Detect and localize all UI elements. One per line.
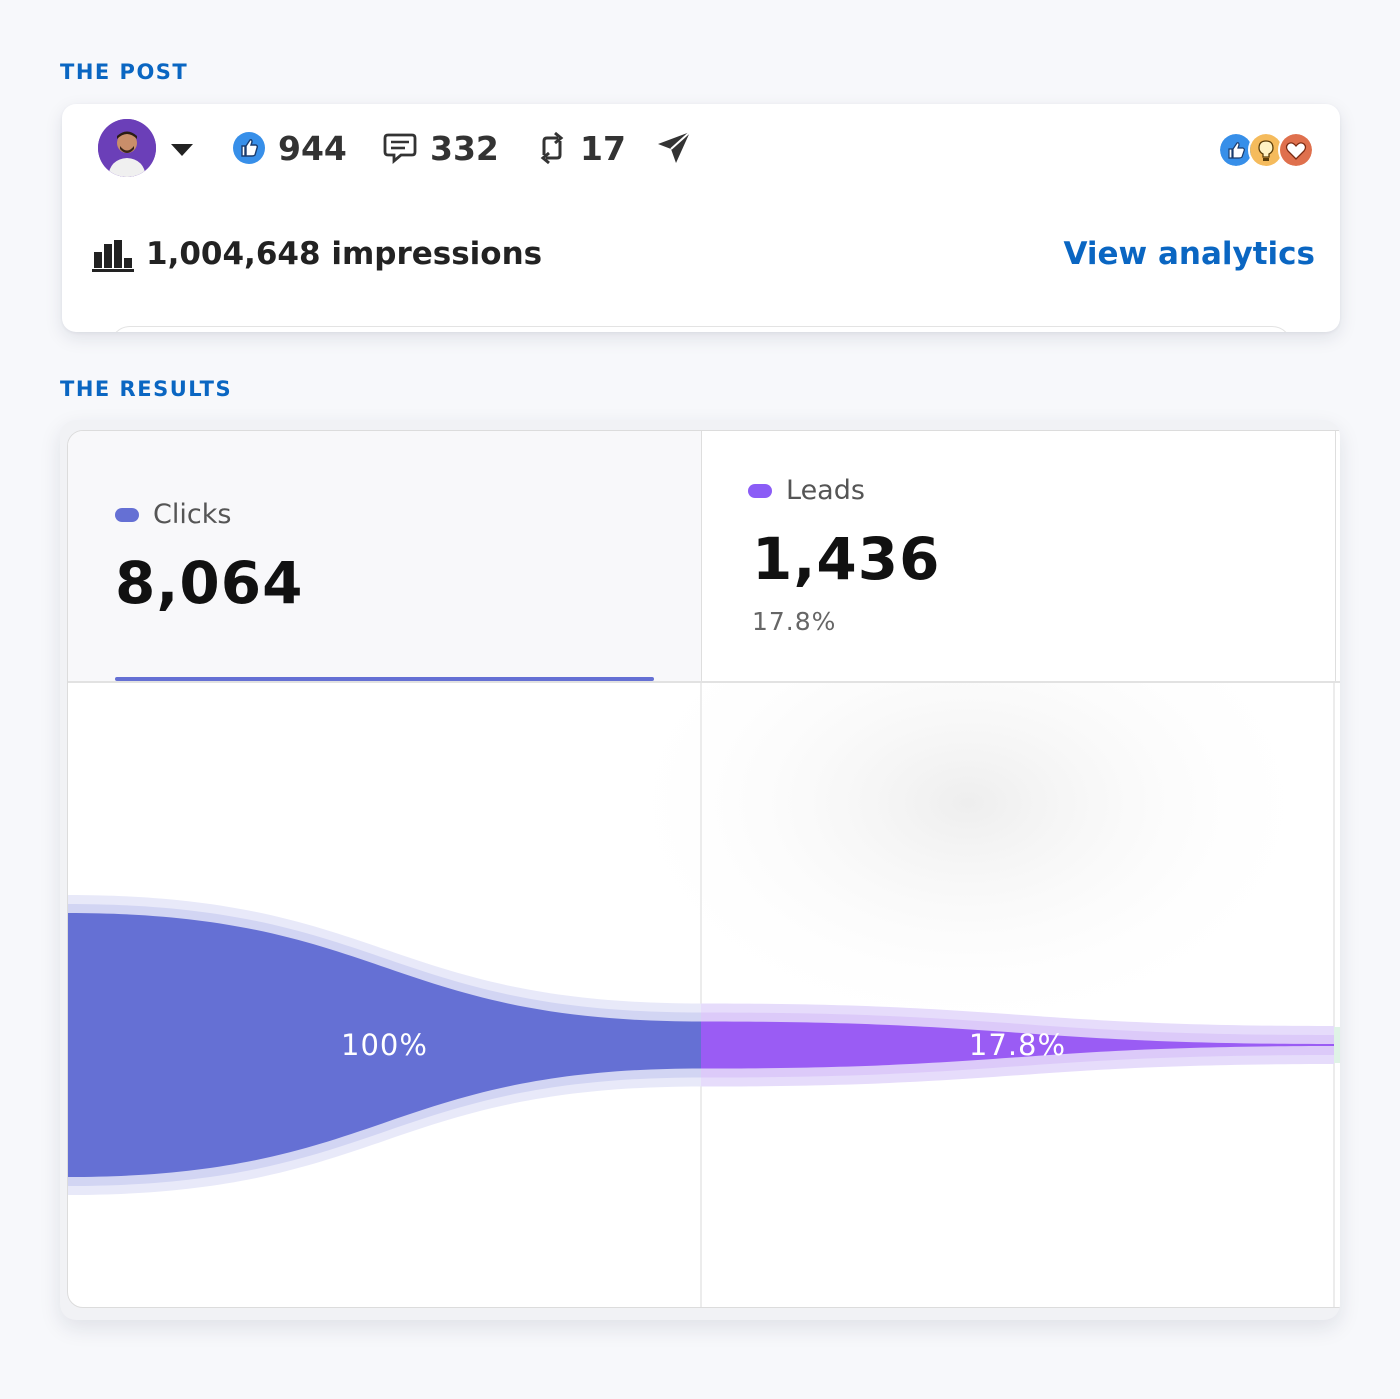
impressions-row: 1,004,648 impressions View analytics	[62, 230, 1340, 280]
funnel-panel: Clicks 8,064 Leads 1,436 17.8% 1	[67, 430, 1340, 1308]
send-icon	[658, 131, 691, 163]
leads-value: 1,436	[752, 525, 941, 593]
avatar[interactable]	[98, 119, 156, 177]
view-analytics-link[interactable]: View analytics	[1063, 236, 1315, 272]
love-reaction-icon	[1278, 132, 1314, 168]
card-peek-divider	[110, 326, 1292, 332]
post-card: 944 332 17	[62, 104, 1340, 332]
clicks-label: Clicks	[153, 499, 232, 530]
clicks-dot	[115, 507, 139, 522]
bar-chart-icon	[92, 240, 134, 272]
impressions-count: 1,004,648 impressions	[146, 236, 543, 272]
results-card: Clicks 8,064 Leads 1,436 17.8% 1	[60, 420, 1340, 1320]
reposts-stat[interactable]: 17	[536, 118, 626, 178]
repost-icon	[540, 131, 564, 165]
comments-stat[interactable]: 332	[382, 118, 499, 178]
tab-leads[interactable]: Leads 1,436 17.8%	[702, 431, 1336, 681]
comments-count: 332	[430, 128, 499, 168]
tab-clicks[interactable]: Clicks 8,064	[68, 431, 702, 681]
funnel-chart: 100% 17.8%	[68, 683, 1340, 1307]
reposts-count: 17	[580, 128, 626, 168]
funnel-label-clicks: 100%	[341, 1028, 428, 1062]
caret-down-icon[interactable]	[170, 142, 194, 158]
selected-tab-indicator	[115, 677, 654, 681]
likes-count: 944	[278, 128, 347, 168]
results-section-label: THE RESULTS	[60, 377, 233, 401]
reactions-summary[interactable]	[1218, 132, 1314, 168]
leads-legend: Leads	[748, 475, 865, 506]
comment-icon	[383, 133, 417, 165]
funnel-band-leads	[701, 1021, 1334, 1069]
clicks-value: 8,064	[115, 549, 304, 617]
funnel-next-stage-edge	[1334, 1027, 1340, 1063]
background-glow	[608, 683, 1328, 1043]
leads-percentage: 17.8%	[752, 607, 837, 636]
funnel-label-leads: 17.8%	[969, 1028, 1066, 1062]
leads-label: Leads	[786, 475, 865, 506]
post-section-label: THE POST	[60, 60, 189, 84]
send-button[interactable]	[656, 118, 692, 178]
clicks-legend: Clicks	[115, 499, 231, 530]
funnel-band-clicks	[68, 913, 701, 1177]
likes-stat[interactable]: 944	[232, 118, 347, 178]
like-icon	[233, 132, 265, 164]
header-divider	[68, 681, 1340, 683]
leads-dot	[748, 483, 772, 498]
post-actions-row: 944 332 17	[62, 118, 1340, 178]
